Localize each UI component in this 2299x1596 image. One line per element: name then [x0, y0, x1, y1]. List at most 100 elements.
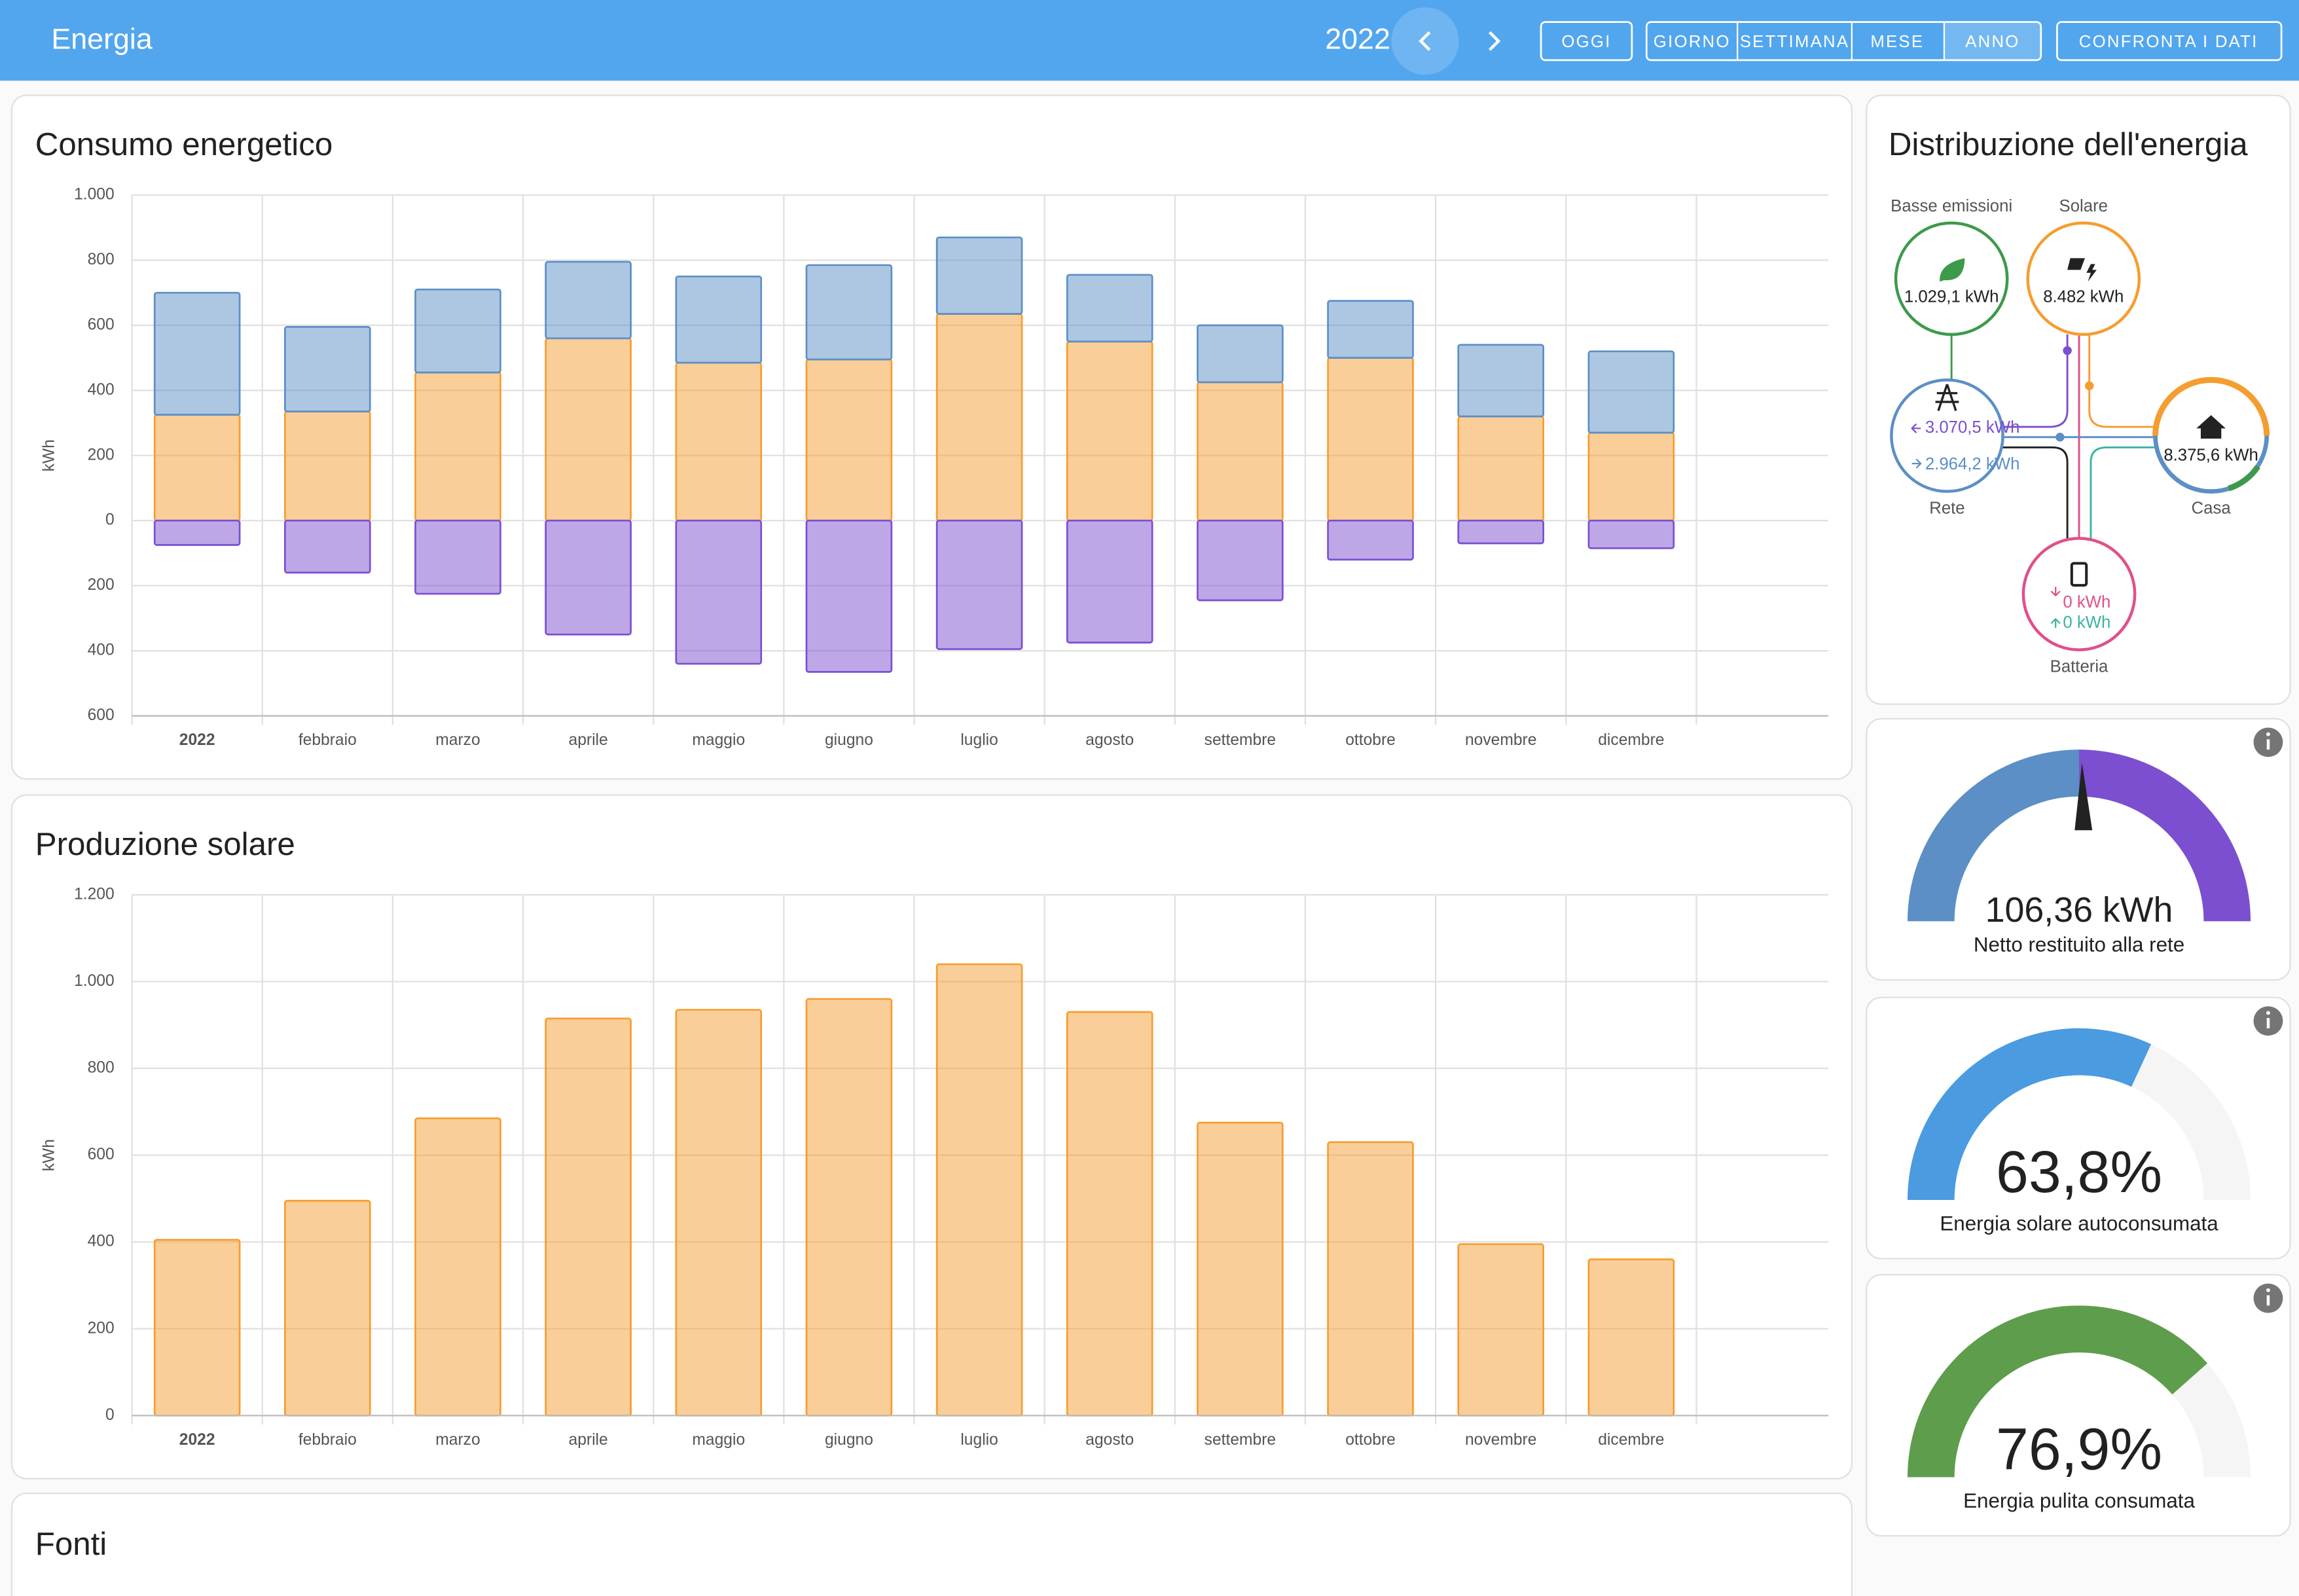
prev-icon [1419, 31, 1431, 51]
bar [414, 1117, 501, 1417]
bar [1457, 415, 1545, 522]
next-button[interactable] [1489, 31, 1501, 51]
gauge-label: Energia solare autoconsumata [1940, 1212, 2218, 1235]
home-ring [2152, 376, 2270, 436]
bar [805, 358, 893, 522]
bar [1197, 381, 1284, 522]
button-label[interactable]: ANNO [1965, 33, 2019, 51]
bar [1066, 1011, 1153, 1417]
node-value: 0 kWh [2063, 593, 2110, 611]
y-tick-label: 800 [88, 251, 115, 268]
active-segment [1944, 22, 2041, 60]
flow-line [2002, 446, 2069, 539]
info-icon [2266, 1018, 2270, 1028]
button-label[interactable]: SETTIMANA [1740, 33, 1849, 51]
bar [1197, 519, 1284, 602]
button-label[interactable]: OGGI [1561, 33, 1611, 51]
x-tick-label: marzo [435, 1431, 480, 1449]
y-tick-label: 0 [105, 1406, 115, 1424]
gauge-value-label: 63,8% [1996, 1139, 2162, 1205]
gauge-needle [2074, 763, 2093, 831]
bar [935, 963, 1023, 1417]
x-tick-label: maggio [692, 1431, 745, 1449]
bar [675, 361, 763, 522]
bar [153, 1239, 241, 1417]
info-icon [2266, 1011, 2270, 1015]
x-tick-label: aprile [569, 1431, 608, 1449]
bar [935, 313, 1023, 522]
x-tick-label: 2022 [179, 731, 215, 749]
bar [414, 519, 501, 595]
compare-button[interactable] [2056, 21, 2283, 62]
y-tick-label: 0 [105, 511, 115, 529]
flow-dot [2063, 346, 2072, 355]
y-tick-label: 200 [88, 446, 115, 463]
bar [284, 1199, 371, 1417]
y-tick-label: 1.200 [74, 885, 115, 903]
node-value: 2.964,2 kWh [1925, 455, 2020, 473]
app-header [0, 0, 2299, 81]
button-label[interactable]: GIORNO [1654, 33, 1731, 51]
gauge-value-label: 76,9% [1996, 1416, 2162, 1481]
flow-dot [2055, 433, 2065, 442]
bar [284, 326, 371, 412]
bar [1197, 1121, 1284, 1417]
y-tick-label: 600 [88, 706, 115, 724]
bar [675, 1009, 763, 1417]
x-tick-label: ottobre [1345, 1431, 1396, 1449]
bar [805, 998, 893, 1417]
flow-line [2090, 446, 2156, 539]
bar [284, 410, 371, 522]
bar [1197, 324, 1284, 384]
bar [414, 288, 501, 374]
flow-line [2088, 334, 2156, 428]
y-tick-label: 400 [88, 381, 115, 399]
bar [805, 264, 893, 361]
bar [1066, 519, 1153, 644]
x-tick-label: dicembre [1598, 731, 1664, 749]
card [10, 1493, 1853, 1596]
x-tick-label: novembre [1465, 1431, 1536, 1449]
bar [1327, 1141, 1414, 1417]
node-value: 0 kWh [2063, 613, 2110, 632]
x-tick-label: luglio [960, 1431, 998, 1449]
bar [1457, 1243, 1545, 1417]
node-label: Solare [2059, 197, 2108, 215]
today-button[interactable] [1540, 21, 1633, 62]
bar [153, 414, 241, 522]
prev-button[interactable] [1391, 7, 1459, 75]
x-tick-label: dicembre [1598, 1431, 1664, 1449]
x-tick-label: 2022 [179, 1431, 215, 1449]
card [1866, 1274, 2291, 1537]
flow-lines [1950, 334, 2156, 539]
solar-node [2026, 221, 2141, 336]
gauge-label: Netto restituito alla rete [1974, 934, 2184, 956]
info-icon [2266, 732, 2270, 736]
card [10, 94, 1853, 780]
x-tick-label: agosto [1085, 1431, 1134, 1449]
button-label[interactable]: MESE [1870, 33, 1924, 51]
y-tick-label: 600 [88, 1146, 115, 1163]
battery-icon [2070, 562, 2088, 587]
button-label[interactable]: CONFRONTA I DATI [2079, 33, 2258, 51]
arrow-icon [2050, 618, 2061, 628]
node-value: 3.070,5 kWh [1925, 418, 2020, 437]
y-tick-label: 800 [88, 1059, 115, 1077]
node-value: 8.375,6 kWh [2163, 446, 2258, 465]
gauge-label: Energia pulita consumata [1963, 1489, 2195, 1512]
bar [1327, 519, 1414, 561]
x-tick-label: febbraio [299, 1431, 357, 1449]
bar [1066, 274, 1153, 343]
card-title: Consumo energetico [35, 126, 333, 162]
range-group[interactable] [1645, 21, 2042, 62]
arrow-icon [2050, 587, 2061, 597]
info-icon [2266, 1288, 2270, 1292]
card-title: Distribuzione dell'energia [1889, 126, 2248, 162]
header-title: Energia [51, 23, 152, 56]
node-value: 8.482 kWh [2043, 288, 2124, 306]
bar [1587, 431, 1675, 522]
arrow-icon [1911, 458, 1922, 469]
home-icon [2196, 415, 2226, 439]
leaf-icon [1940, 258, 1965, 282]
node-label: Casa [2192, 499, 2232, 517]
